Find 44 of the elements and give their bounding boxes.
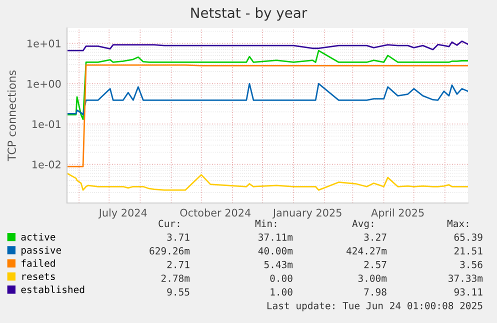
legend-label: failed	[22, 259, 55, 267]
text: 629.26m	[150, 247, 190, 255]
legend-label: active	[21, 233, 56, 241]
text: 3.56	[460, 260, 482, 268]
x-tick-label: October 2024	[180, 208, 251, 217]
legend-label: established	[21, 286, 84, 294]
text: 37.11m	[258, 233, 293, 241]
y-tick-label: 1e-01	[32, 120, 60, 128]
line-series	[67, 82, 468, 116]
text: 0.00	[270, 274, 292, 282]
text: 21.51	[454, 247, 482, 255]
text: Avg:	[352, 220, 374, 230]
x-tick-label: April 2025	[371, 208, 424, 219]
y-tick-label: 1e-02	[32, 160, 60, 168]
line-series	[67, 172, 468, 191]
text: Min:	[255, 220, 276, 228]
text: 424.27m	[346, 247, 387, 254]
text: 3.71	[167, 233, 190, 241]
text: 40.00m	[258, 247, 293, 255]
text: 5.43m	[264, 260, 293, 268]
text: Max:	[447, 220, 468, 228]
legend-label: resets	[22, 273, 55, 280]
y-tick-label: 1e+01	[28, 40, 60, 48]
y-tick-label: 1e+00	[28, 80, 61, 88]
text: 1.00	[270, 288, 292, 296]
text: 2.78m	[161, 274, 190, 282]
chart-title: Netstat - by year	[191, 7, 308, 21]
line-series	[67, 40, 468, 52]
text: 37.33m	[448, 274, 483, 282]
text: Last update: Tue Jun 24 01:00:08 2025	[267, 302, 482, 312]
text: Cur:	[158, 220, 180, 228]
y-axis-title: TCP connections	[7, 70, 16, 162]
text: 2.71	[167, 260, 190, 268]
text: 2.57	[364, 260, 386, 268]
line-series	[67, 50, 468, 120]
text: 3.00m	[358, 274, 387, 282]
legend-label: passive	[22, 246, 62, 256]
text: 9.55	[167, 288, 190, 296]
text: 7.98	[364, 288, 386, 296]
text: 65.39	[454, 233, 482, 241]
text: 93.11	[454, 288, 482, 296]
x-tick-label: July 2024	[98, 208, 147, 219]
text: 3.27	[364, 233, 386, 241]
x-tick-label: January 2025	[272, 208, 342, 219]
